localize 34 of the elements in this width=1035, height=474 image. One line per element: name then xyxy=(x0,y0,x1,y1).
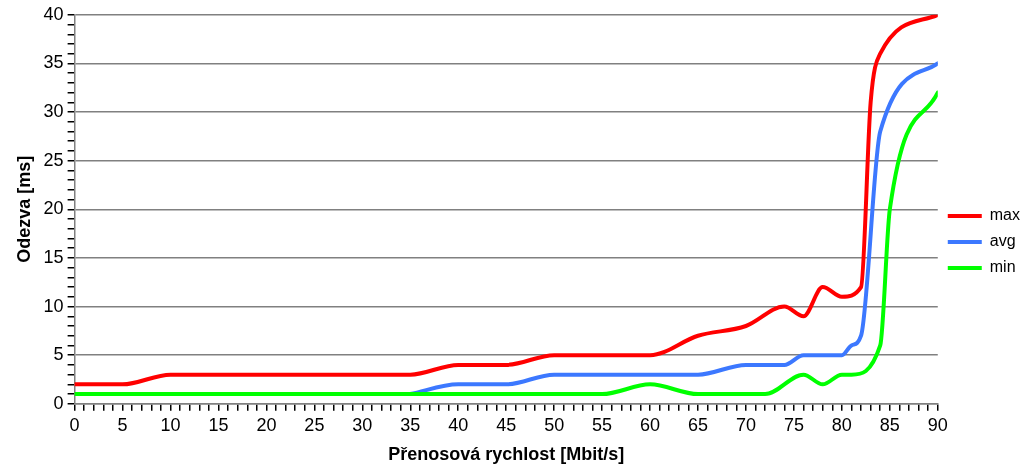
y-tick-label: 10 xyxy=(43,295,64,316)
x-tick-label: 85 xyxy=(879,414,900,435)
y-tick-label: 25 xyxy=(43,149,64,170)
x-tick-label: 45 xyxy=(496,414,517,435)
x-tick-label: 35 xyxy=(400,414,421,435)
x-tick-label: 25 xyxy=(304,414,325,435)
x-tick-label: 55 xyxy=(592,414,613,435)
legend-label: max xyxy=(989,206,1021,224)
x-tick-label: 10 xyxy=(160,414,181,435)
x-tick-label: 65 xyxy=(687,414,709,435)
x-tick-label: 40 xyxy=(448,414,469,435)
x-tick-label: 30 xyxy=(352,414,373,435)
legend-label: avg xyxy=(989,232,1016,250)
x-tick-label: 0 xyxy=(69,414,80,435)
x-axis-title: Přenosová rychlost [Mbit/s] xyxy=(388,444,625,465)
x-tick-label: 90 xyxy=(927,414,948,435)
x-tick-label: 70 xyxy=(735,414,756,435)
y-tick-label: 0 xyxy=(53,392,64,413)
x-tick-label: 20 xyxy=(256,414,277,435)
y-axis-title: Odezva [ms] xyxy=(13,155,34,263)
y-tick-label: 5 xyxy=(53,344,64,365)
x-tick-label: 50 xyxy=(544,414,565,435)
y-tick-label: 15 xyxy=(43,246,64,267)
x-tick-label: 60 xyxy=(640,414,661,435)
y-tick-label: 20 xyxy=(43,198,64,219)
y-tick-label: 40 xyxy=(43,3,64,24)
x-tick-label: 75 xyxy=(783,414,804,435)
legend-label: min xyxy=(989,258,1016,276)
y-tick-label: 30 xyxy=(43,101,64,122)
x-tick-label: 5 xyxy=(117,414,128,435)
y-tick-label: 35 xyxy=(43,52,64,73)
line-series xyxy=(74,90,938,397)
x-tick-label: 15 xyxy=(208,414,229,435)
x-tick-label: 80 xyxy=(831,414,852,435)
